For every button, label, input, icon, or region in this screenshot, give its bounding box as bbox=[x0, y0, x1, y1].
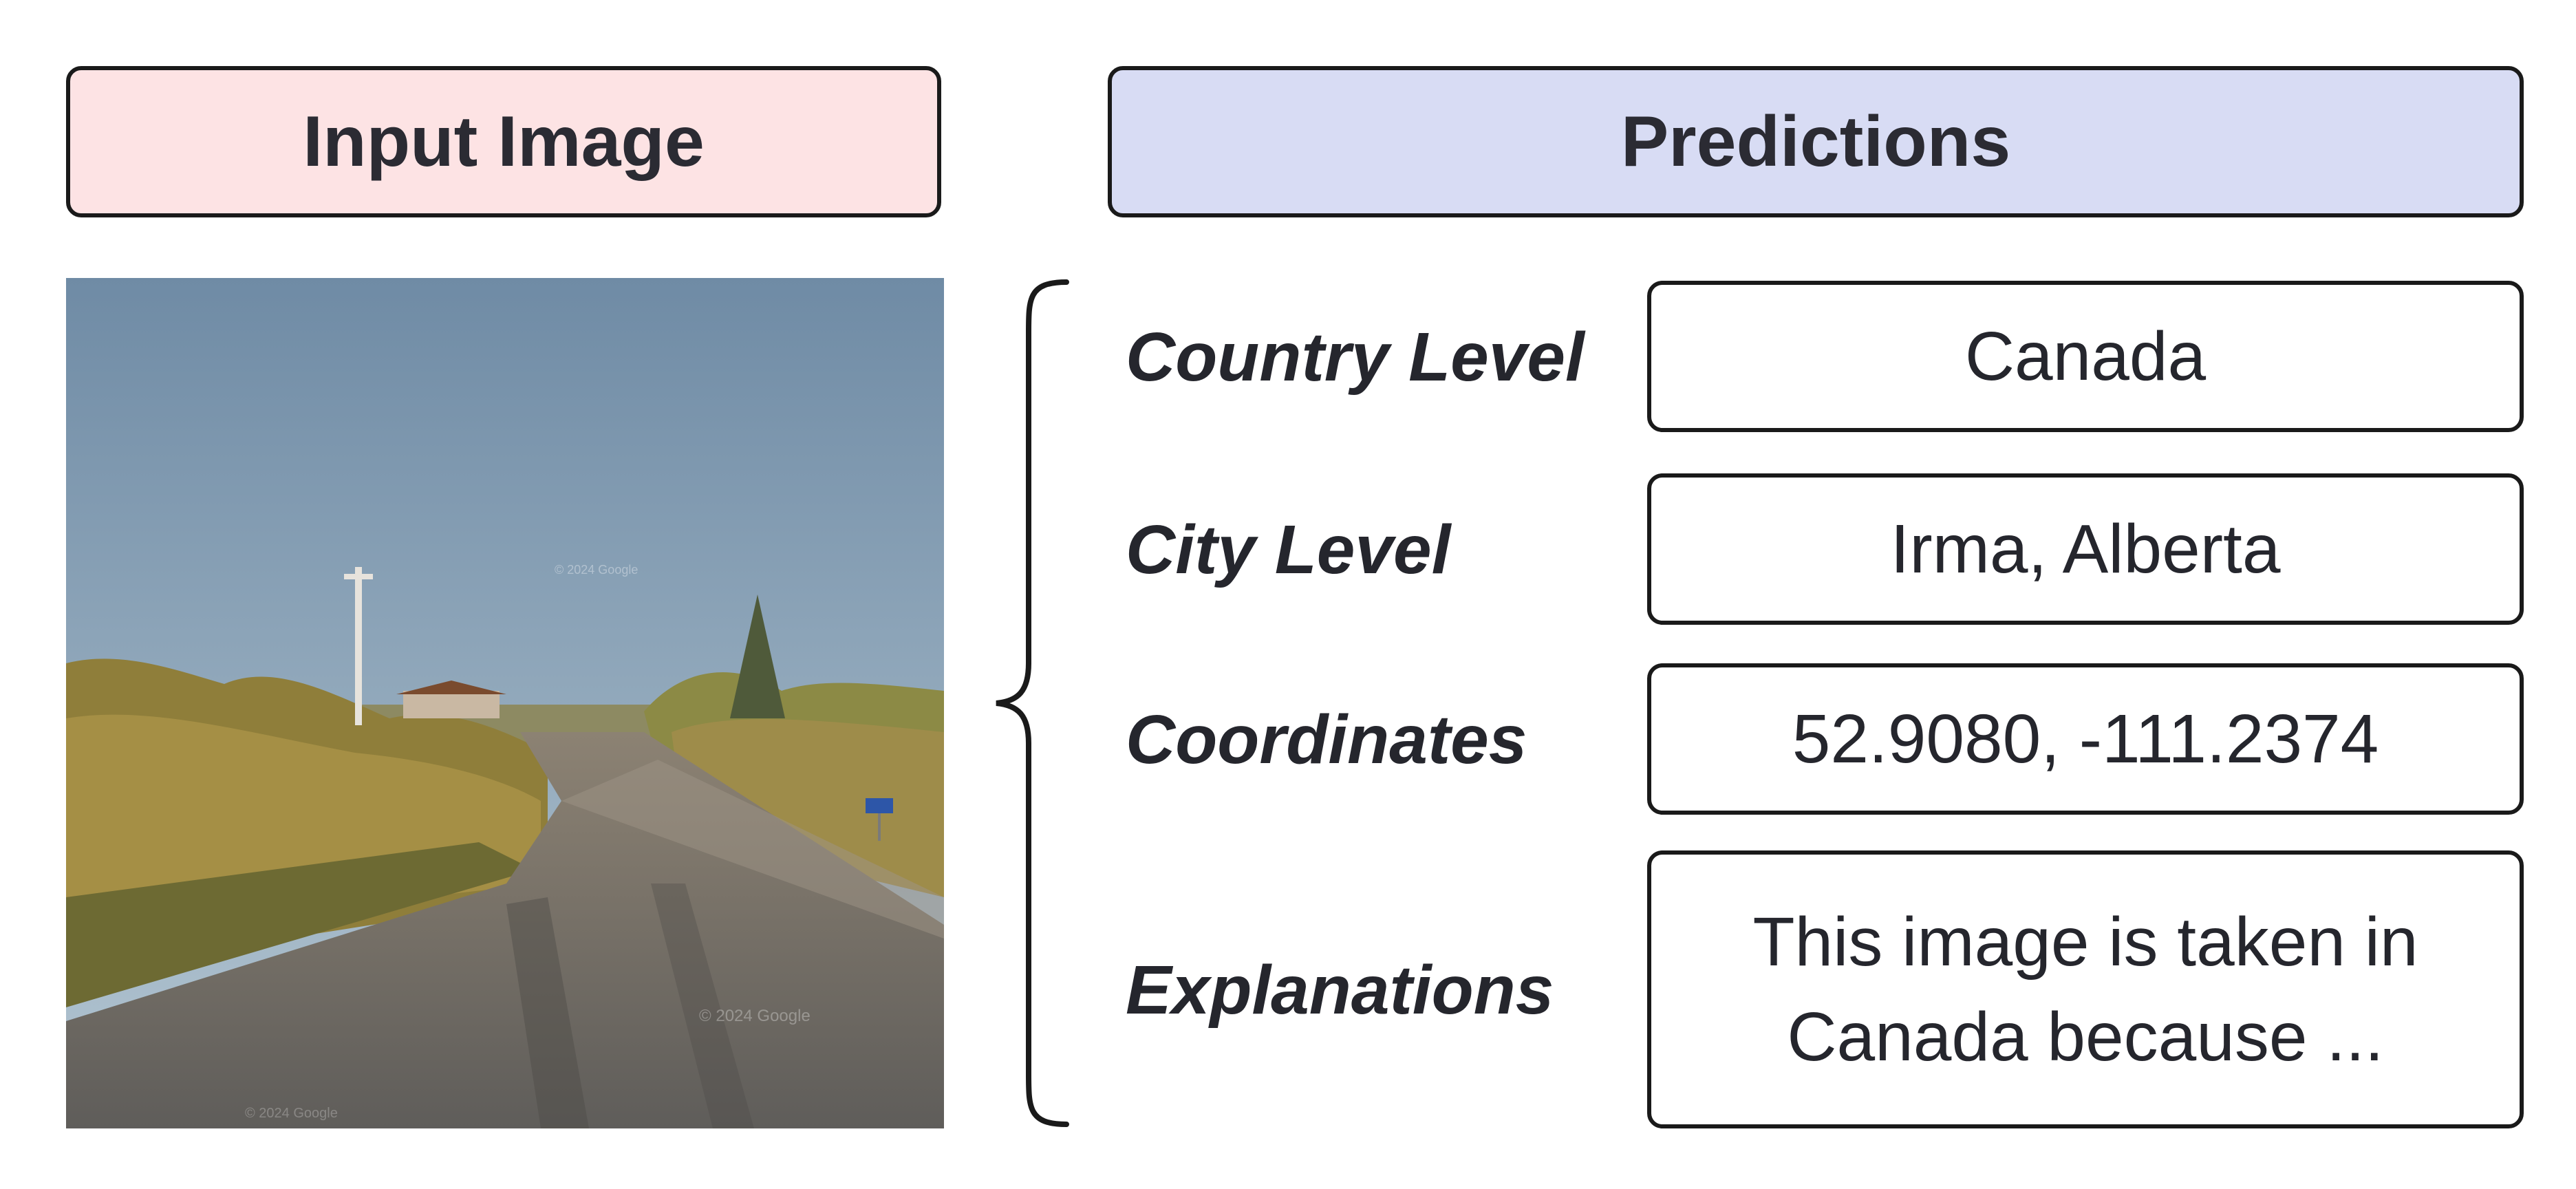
city-prediction-box: Irma, Alberta bbox=[1647, 473, 2524, 625]
city-value: Irma, Alberta bbox=[1890, 511, 2281, 588]
explanation-line: Canada because ... bbox=[1787, 998, 2384, 1075]
coordinates-label: Coordinates bbox=[1126, 701, 1527, 778]
city-level-label: City Level bbox=[1126, 511, 1451, 588]
input-image-header: Input Image bbox=[66, 66, 941, 217]
coordinates-prediction-box: 52.9080, -111.2374 bbox=[1647, 663, 2524, 815]
watermark-text: © 2024 Google bbox=[245, 1106, 338, 1121]
explanation-prediction-box: This image is taken in Canada because ..… bbox=[1647, 850, 2524, 1128]
explanations-label: Explanations bbox=[1126, 952, 1554, 1029]
curly-brace-icon bbox=[996, 279, 1069, 1127]
street-view-photo: © 2024 Google © 2024 Google © 2024 Googl… bbox=[66, 278, 944, 1128]
watermark-text: © 2024 Google bbox=[699, 1007, 811, 1025]
country-value: Canada bbox=[1964, 318, 2207, 395]
country-prediction-box: Canada bbox=[1647, 281, 2524, 432]
predictions-header: Predictions bbox=[1108, 66, 2524, 217]
country-level-label: Country Level bbox=[1126, 319, 1585, 396]
coordinates-value: 52.9080, -111.2374 bbox=[1792, 700, 2379, 778]
watermark-text: © 2024 Google bbox=[555, 563, 638, 577]
explanation-line: This image is taken in bbox=[1752, 903, 2418, 981]
